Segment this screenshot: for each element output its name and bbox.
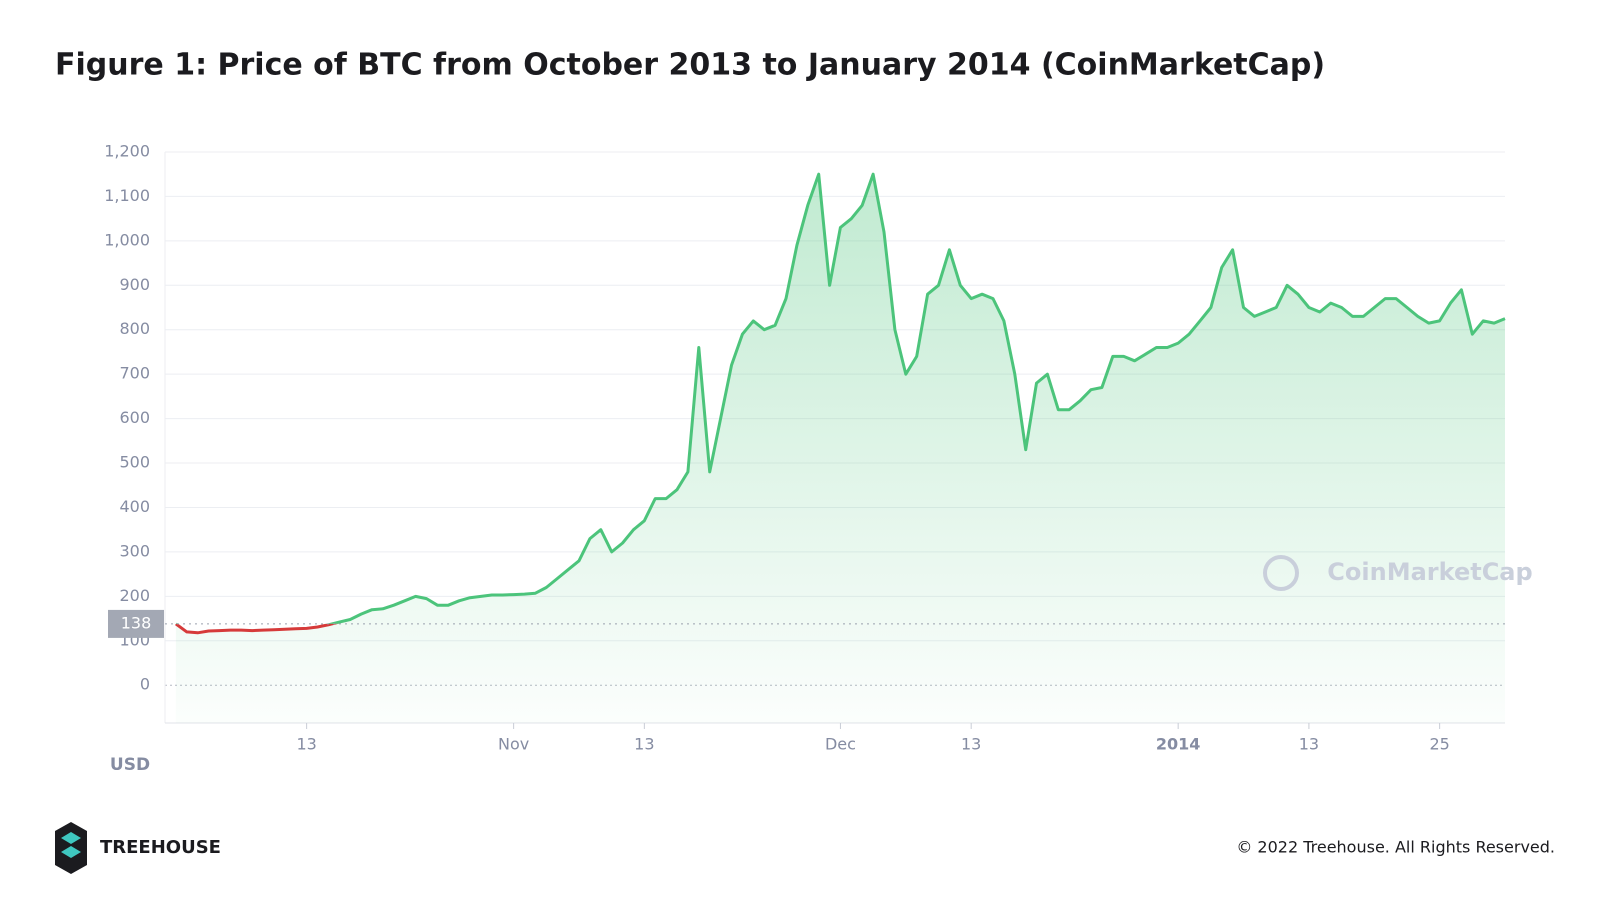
y-tick-label: 900 [119, 275, 150, 294]
x-tick-label: 13 [296, 735, 316, 754]
y-tick-label: 700 [119, 364, 150, 383]
y-axis-label: USD [110, 755, 150, 775]
y-tick-label: 1,200 [104, 142, 150, 161]
x-tick-label: Nov [498, 735, 529, 754]
y-tick-label: 800 [119, 319, 150, 338]
y-tick-label: 0 [140, 675, 150, 694]
watermark: CoinMarketCap [1327, 558, 1532, 586]
watermark-logo [1263, 555, 1299, 591]
brand-logo [55, 822, 87, 874]
x-tick-label: Dec [825, 735, 856, 754]
x-tick-label: 13 [1299, 735, 1319, 754]
chart-title: Figure 1: Price of BTC from October 2013… [55, 48, 1325, 83]
baseline-label: 138 [121, 613, 152, 632]
y-tick-label: 400 [119, 497, 150, 516]
x-tick-label: 13 [634, 735, 654, 754]
y-tick-label: 600 [119, 408, 150, 427]
baseline-badge [108, 609, 164, 638]
area [175, 174, 1506, 723]
plot-area: 01002003004005006007008009001,0001,1001,… [104, 142, 1506, 754]
y-tick-label: 200 [119, 586, 150, 605]
brand-name: TREEHOUSE [100, 837, 221, 858]
y-tick-label: 1,100 [104, 186, 150, 205]
y-tick-label: 300 [119, 541, 150, 560]
price-line [175, 172, 1506, 624]
y-tick-label: 500 [119, 453, 150, 472]
x-tick-label: 2014 [1156, 735, 1201, 754]
x-tick-label: 13 [961, 735, 981, 754]
y-tick-label: 1,000 [104, 230, 150, 249]
x-tick-label: 25 [1429, 735, 1449, 754]
copyright: © 2022 Treehouse. All Rights Reserved. [1236, 838, 1555, 857]
